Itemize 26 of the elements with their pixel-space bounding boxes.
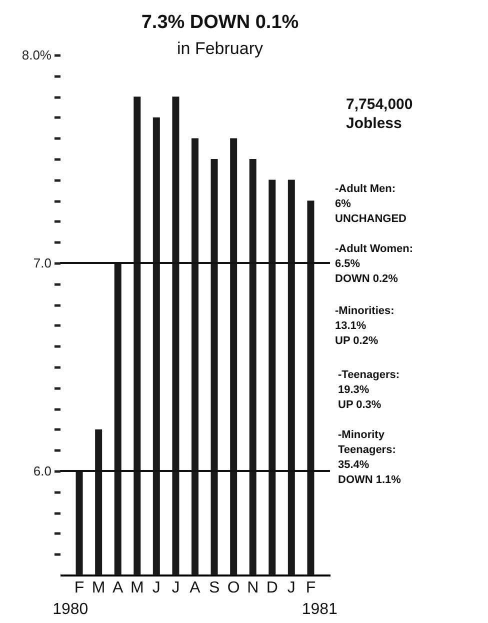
x-tick-label: M — [92, 580, 106, 596]
x-tick-label: J — [287, 580, 296, 596]
x-tick-label: N — [247, 580, 259, 596]
text: -Adult Men: 6% UNCHANGED — [335, 183, 407, 225]
y-tick-label: 7.0 — [33, 256, 52, 270]
x-tick-label: M — [130, 580, 144, 596]
x-tick-label: J — [172, 580, 180, 596]
x-tick-label: D — [266, 580, 278, 596]
text: 1980 — [52, 601, 88, 618]
x-tick-label: S — [208, 580, 220, 596]
text: 7,754,000 Jobless — [346, 96, 413, 132]
x-tick-label: A — [190, 580, 201, 596]
x-tick-label: F — [74, 580, 84, 596]
y-tick-label: 6.0 — [33, 464, 52, 478]
x-tick-label: A — [112, 580, 124, 596]
text: -Teenagers: 19.3% UP 0.3% — [338, 369, 400, 411]
x-tick-label: J — [152, 580, 160, 596]
text: -Minorities: 13.1% UP 0.2% — [335, 305, 394, 347]
text: -Adult Women: 6.5% DOWN 0.2% — [335, 243, 414, 285]
x-tick-label: O — [227, 580, 240, 596]
chart-subtitle: in February — [177, 39, 264, 58]
chart-title: 7.3% DOWN 0.1% — [141, 12, 299, 33]
text: 1981 — [302, 601, 338, 618]
text: -Minority Teenagers: 35.4% DOWN 1.1% — [338, 429, 402, 486]
x-tick-label: F — [306, 580, 316, 596]
y-tick-label: 8.0% — [22, 48, 52, 62]
